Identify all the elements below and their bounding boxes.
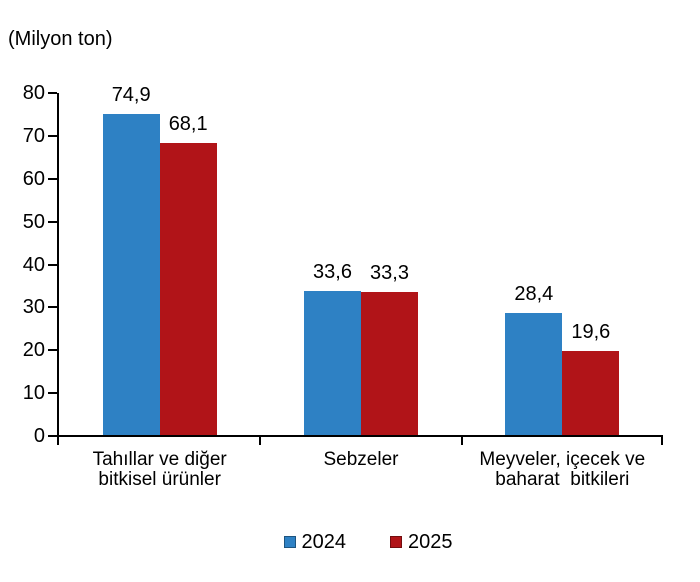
x-category-label: Sebzeler	[323, 449, 399, 470]
x-tick-mark	[461, 437, 463, 445]
y-tick-mark	[48, 392, 57, 395]
y-tick-label: 10	[22, 382, 45, 405]
legend-item-2025: 2025	[390, 531, 453, 553]
x-tick-mark	[661, 437, 663, 445]
x-tick-mark	[57, 437, 59, 445]
y-tick-label: 70	[22, 124, 45, 147]
x-category-label: Tahıllar ve diğer bitkisel ürünler	[92, 449, 227, 490]
bar-2025	[562, 350, 620, 435]
legend-item-2024: 2024	[283, 531, 347, 553]
y-tick-label: 20	[22, 339, 45, 362]
bar-value-label: 74,9	[111, 83, 151, 106]
plot-area: 74,9 33,6 28,4 68,1 33,3 19,6	[57, 84, 663, 437]
y-tick-mark	[48, 177, 57, 180]
x-tick-mark	[259, 437, 261, 445]
y-tick-mark	[48, 306, 57, 309]
bar-value-label: 33,3	[370, 262, 409, 285]
y-tick-label: 30	[22, 296, 45, 319]
bar-2025	[159, 143, 217, 435]
y-tick-label: 60	[22, 167, 45, 190]
bar-value-label: 19,6	[571, 320, 611, 343]
bar-value-label: 28,4	[514, 283, 554, 306]
y-axis-unit-label: (Milyon ton)	[8, 28, 113, 50]
legend-marker-icon	[390, 536, 402, 548]
legend-marker-icon	[283, 536, 296, 548]
bar-2024	[102, 113, 160, 435]
y-tick-mark	[48, 435, 57, 437]
x-category-label: Meyveler, içecek ve baharat bitkileri	[479, 449, 646, 490]
y-tick-label: 40	[22, 253, 45, 276]
y-tick-label: 80	[22, 82, 45, 104]
y-tick-mark	[48, 92, 57, 94]
y-tick-label: 0	[33, 425, 45, 447]
y-tick-mark	[48, 220, 57, 223]
bar-value-label: 33,6	[313, 260, 352, 283]
bar-2024	[304, 290, 361, 435]
bar-2025	[361, 292, 418, 435]
bar-value-label: 68,1	[168, 113, 208, 136]
y-tick-mark	[48, 134, 57, 137]
bar-2024	[505, 313, 563, 435]
y-tick-label: 50	[22, 210, 45, 233]
legend: 2024 2025	[36, 531, 700, 553]
legend-label: 2024	[301, 531, 347, 553]
y-tick-mark	[48, 349, 57, 352]
y-tick-mark	[48, 263, 57, 266]
legend-label: 2025	[408, 531, 453, 553]
